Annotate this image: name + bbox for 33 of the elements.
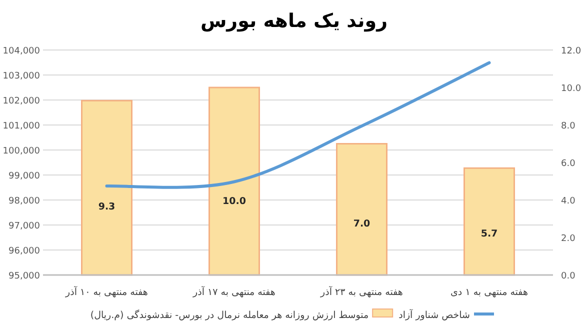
data-label: 7.0 xyxy=(353,218,371,230)
y-tick-label: 97,000 xyxy=(8,222,40,232)
data-label: 10.0 xyxy=(222,196,246,207)
data-label: 9.3 xyxy=(98,201,116,212)
chart-title: روند یک ماهه بورس xyxy=(200,10,388,32)
y2-tick-label: 4.0 xyxy=(561,196,576,206)
y2-tick-label: 6.0 xyxy=(561,159,576,169)
legend-label: متوسط ارزش روزانه هر معامله نرمال در بورس- نقدشوندگی (م.ریال) xyxy=(90,309,369,321)
y-tick-label: 100,000 xyxy=(2,146,40,156)
y-tick-label: 103,000 xyxy=(2,72,40,82)
data-label: 5.7 xyxy=(480,228,498,240)
y-tick-label: 104,000 xyxy=(2,46,40,56)
y2-tick-label: 8.0 xyxy=(561,122,576,132)
legend-label: شاخص شناور آزاد xyxy=(398,309,470,321)
y2-tick-label: 2.0 xyxy=(561,234,576,244)
y-tick-label: 95,000 xyxy=(8,272,40,282)
y2-tick-label: 0.0 xyxy=(561,272,576,282)
bar xyxy=(464,167,515,276)
y2-tick-label: 10.0 xyxy=(561,84,582,94)
y2-tick-label: 12.0 xyxy=(561,46,582,56)
y-tick-label: 99,000 xyxy=(8,172,40,182)
y-tick-label: 101,000 xyxy=(2,122,40,132)
y-tick-label: 102,000 xyxy=(2,96,40,106)
x-tick-label: هفته منتهی به ۱۰ آذر xyxy=(64,286,148,298)
bar xyxy=(208,86,260,276)
y-tick-label: 96,000 xyxy=(8,246,40,256)
bar xyxy=(81,100,132,276)
x-tick-label: هفته منتهی به ۱ دی xyxy=(450,287,528,298)
y-tick-label: 98,000 xyxy=(8,196,40,206)
bar xyxy=(336,143,388,276)
x-tick-label: هفته منتهی به ۲۳ آذر xyxy=(320,286,403,298)
line-series xyxy=(105,61,491,189)
x-tick-label: هفته منتهی به ۱۷ آذر xyxy=(192,286,276,298)
